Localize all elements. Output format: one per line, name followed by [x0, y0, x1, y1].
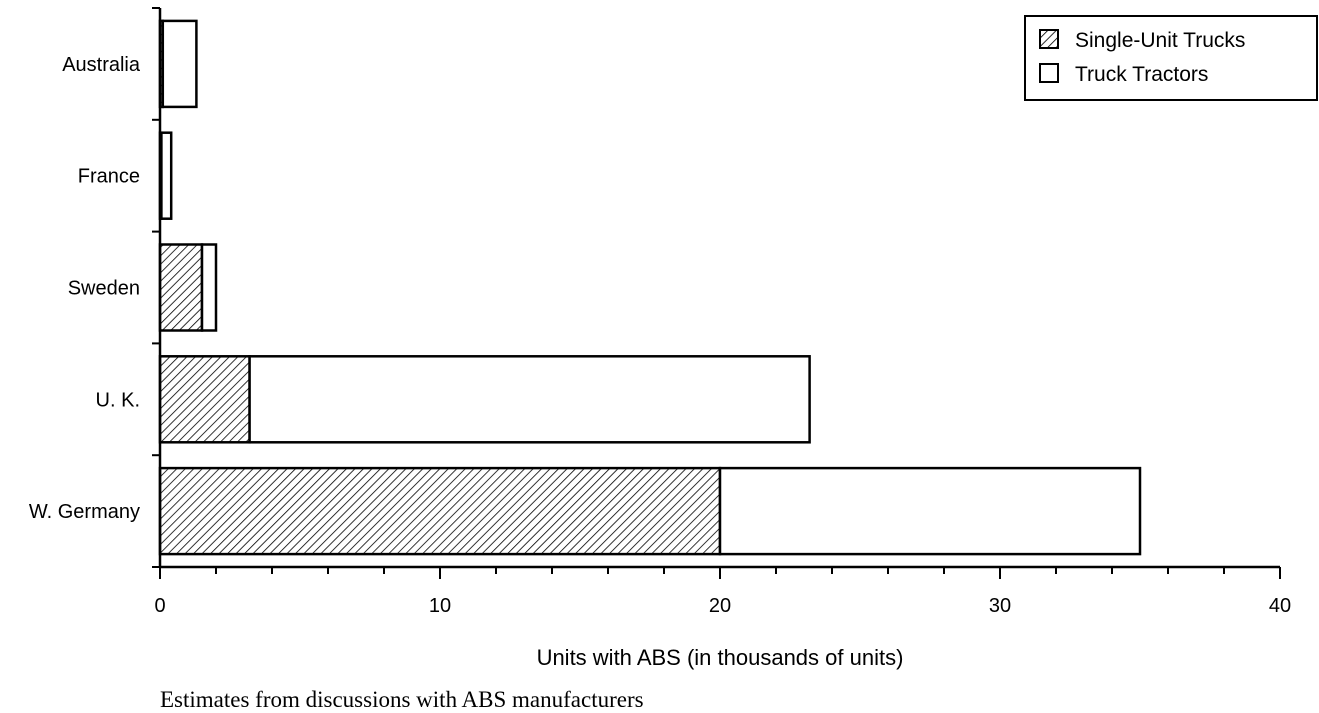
footnote: Estimates from discussions with ABS manu… — [160, 687, 644, 712]
x-axis: 0 10 20 30 40 — [154, 565, 1291, 617]
bar-u-k-truck-tractors — [248, 355, 811, 444]
bar-sweden-single-unit-trucks — [158, 243, 204, 332]
category-label-sweden: Sweden — [68, 278, 140, 300]
bar-australia-truck-tractors — [161, 19, 198, 109]
category-label-australia: Australia — [62, 54, 141, 76]
x-tick-label-30: 30 — [989, 595, 1011, 617]
legend: Single-Unit Trucks Truck Tractors — [1024, 15, 1318, 101]
category-label-france: France — [78, 166, 140, 188]
x-tick-label-20: 20 — [709, 595, 731, 617]
bar-w-germany-single-unit-trucks — [158, 466, 722, 556]
x-tick-label-10: 10 — [429, 595, 451, 617]
legend-swatch-truck-tractors — [1039, 63, 1059, 83]
x-axis-title: Units with ABS (in thousands of units) — [537, 645, 904, 670]
legend-swatch-single-unit-trucks — [1039, 29, 1059, 49]
bar-france-truck-tractors — [160, 131, 173, 220]
x-tick-label-40: 40 — [1269, 595, 1291, 617]
legend-label-truck-tractors: Truck Tractors — [1075, 63, 1208, 86]
bars-group — [158, 19, 1142, 556]
bar-w-germany-truck-tractors — [718, 466, 1142, 556]
legend-box — [1024, 15, 1318, 101]
legend-label-single-unit-trucks: Single-Unit Trucks — [1075, 29, 1245, 52]
y-axis: Australia France Sweden U. K. W. Germany — [29, 7, 162, 568]
category-label-u-k: U. K. — [96, 389, 140, 411]
x-tick-label-0: 0 — [154, 595, 165, 617]
bar-sweden-truck-tractors — [200, 243, 218, 332]
bar-u-k-single-unit-trucks — [158, 355, 251, 444]
category-label-w-germany: W. Germany — [29, 501, 140, 523]
